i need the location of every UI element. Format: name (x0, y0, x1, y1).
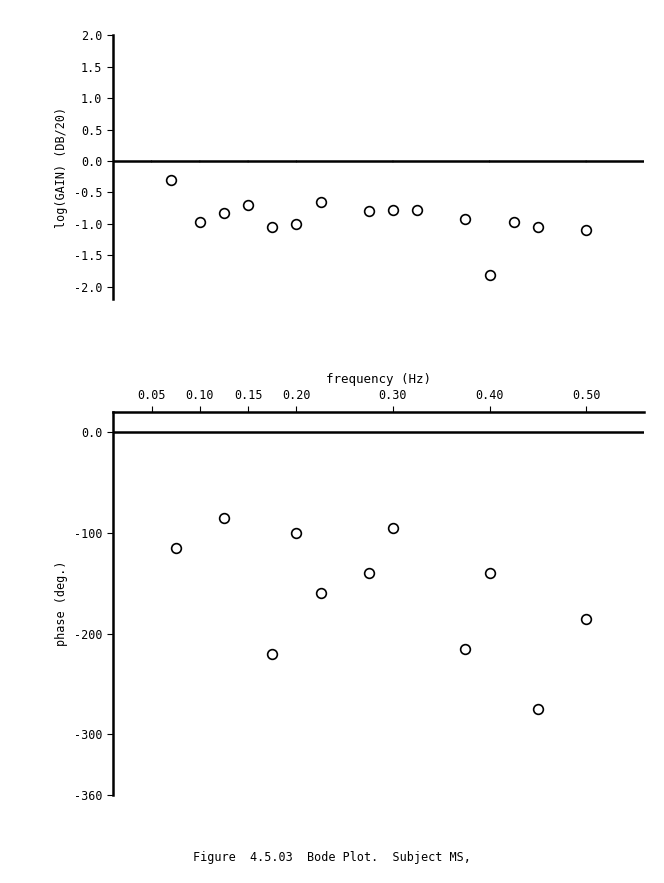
Point (315, 194, 326, 208)
Point (460, 212, 471, 226)
Point (484, 566, 495, 580)
Point (581, 223, 592, 237)
Point (267, 646, 278, 660)
Point (363, 204, 374, 218)
Point (291, 216, 301, 230)
Point (388, 203, 398, 217)
Point (581, 612, 592, 626)
Point (243, 198, 254, 212)
Point (315, 586, 326, 600)
Point (388, 521, 398, 535)
Point (460, 642, 471, 656)
Point (509, 215, 519, 230)
Point (218, 511, 229, 525)
Point (165, 173, 176, 187)
Point (363, 566, 374, 580)
X-axis label: frequency (Hz): frequency (Hz) (326, 374, 431, 386)
Point (484, 268, 495, 283)
Point (171, 541, 181, 555)
Point (533, 220, 543, 234)
Point (218, 206, 229, 220)
Point (412, 203, 422, 217)
Y-axis label: log(GAIN) (DB/20): log(GAIN) (DB/20) (55, 107, 68, 228)
Point (267, 220, 278, 234)
Y-axis label: phase (deg.): phase (deg.) (55, 561, 68, 646)
Text: Figure  4.5.03  Bode Plot.  Subject MS,: Figure 4.5.03 Bode Plot. Subject MS, (193, 851, 471, 864)
Point (195, 215, 205, 229)
Point (533, 702, 543, 716)
Point (291, 526, 301, 540)
